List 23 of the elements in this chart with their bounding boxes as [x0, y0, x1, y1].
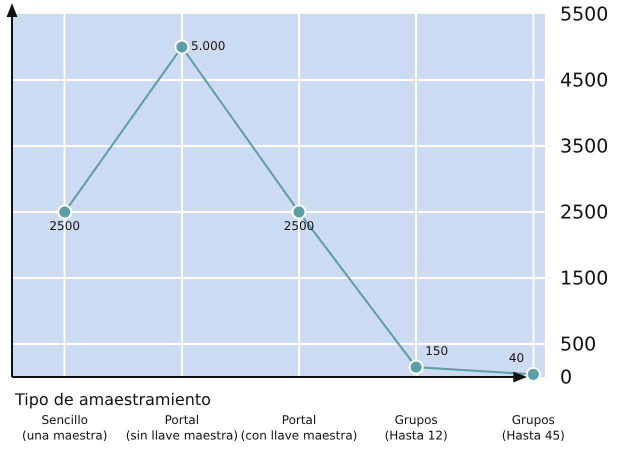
- y-tick-label: 5500: [560, 4, 608, 26]
- y-tick-label: 500: [560, 334, 596, 356]
- point: [526, 366, 541, 382]
- y-tick-label: 2500: [560, 202, 608, 224]
- y-tick-label: 3500: [560, 136, 608, 158]
- data-label: 40: [508, 351, 524, 366]
- y-tick-label: 1500: [560, 268, 608, 290]
- data-label: 2500: [49, 219, 80, 234]
- x-tick-label: Portal (sin llave maestra): [126, 413, 238, 443]
- data-label: 5.000: [190, 39, 226, 53]
- point: [57, 204, 72, 220]
- x-tick-label: Grupos (Hasta 45): [502, 413, 565, 443]
- point: [408, 360, 424, 375]
- point: [292, 204, 306, 220]
- x-tick-label: Grupos (Hasta 12): [384, 413, 448, 443]
- data-label: 2500: [284, 219, 314, 234]
- x-tick-label: Portal (con llave maestra): [240, 413, 358, 443]
- data-label: 150: [425, 344, 448, 358]
- x-axis-title: Tipo de amaestramiento: [14, 390, 211, 409]
- y-tick-label: 4500: [560, 70, 608, 92]
- x-tick-label: Sencillo (una maestra): [22, 413, 108, 443]
- y-tick-label: 0: [560, 366, 572, 389]
- point: [174, 40, 190, 54]
